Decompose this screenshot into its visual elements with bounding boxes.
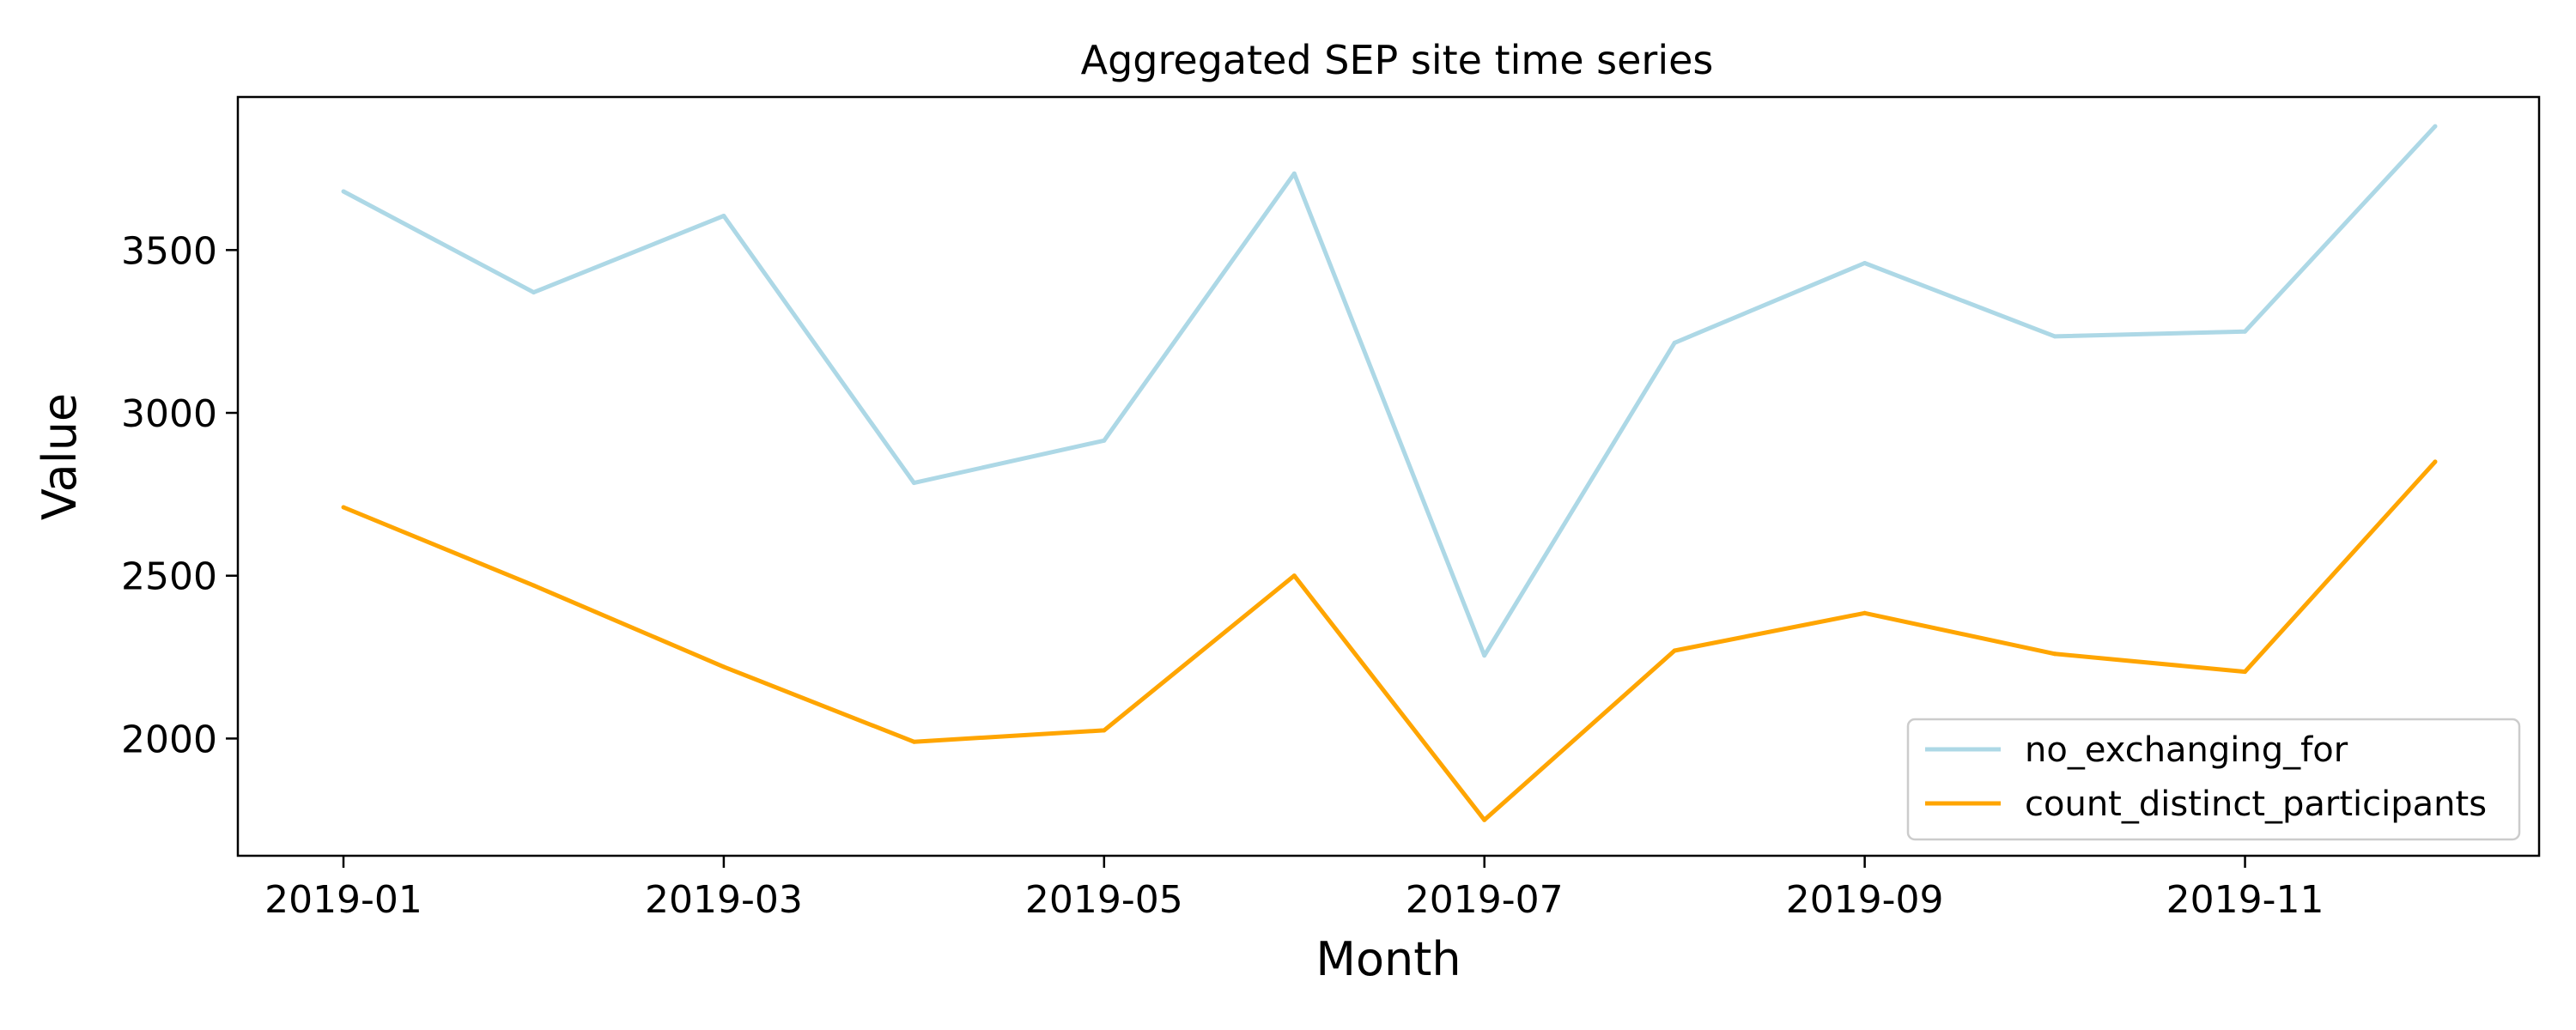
- legend-box: [1906, 718, 2521, 841]
- data-point-count_distinct_participants-2019-08: [1672, 648, 1677, 653]
- data-point-no_exchanging_for-2019-01: [341, 189, 346, 194]
- data-point-count_distinct_participants-2019-04: [911, 739, 916, 744]
- y-tick-label: 2000: [121, 718, 217, 761]
- legend-label-count_distinct_participants: count_distinct_participants: [2025, 785, 2487, 824]
- data-point-count_distinct_participants-2019-01: [341, 505, 346, 510]
- data-point-count_distinct_participants-2019-10: [2052, 651, 2057, 657]
- x-tick-label: 2019-05: [1025, 878, 1183, 922]
- y-tick-label: 3000: [121, 392, 217, 436]
- plot-frame: [236, 95, 2541, 857]
- x-tick-label: 2019-03: [645, 878, 803, 922]
- data-point-count_distinct_participants-2019-11: [2243, 670, 2247, 675]
- x-tick-label: 2019-01: [264, 878, 422, 922]
- data-point-count_distinct_participants-2019-07: [1482, 817, 1487, 822]
- x-tick-label: 2019-11: [2166, 878, 2324, 922]
- chart-title: Aggregated SEP site time series: [1081, 37, 1714, 83]
- y-tick-label: 3500: [121, 229, 217, 273]
- data-point-count_distinct_participants-2019-06: [1291, 573, 1297, 579]
- y-axis-title: Value: [33, 393, 87, 520]
- data-point-no_exchanging_for-2019-10: [2052, 334, 2057, 339]
- data-point-count_distinct_participants-2019-12: [2433, 459, 2438, 464]
- legend: no_exchanging_for count_distinct_particip…: [1906, 718, 2521, 841]
- data-point-no_exchanging_for-2019-07: [1482, 653, 1487, 658]
- x-axis-title: Month: [1315, 932, 1461, 986]
- data-point-no_exchanging_for-2019-12: [2433, 124, 2438, 129]
- data-point-no_exchanging_for-2019-02: [532, 290, 536, 295]
- plot-area: [341, 124, 2438, 822]
- data-point-no_exchanging_for-2019-11: [2243, 329, 2247, 334]
- x-axis: 2019-01 2019-03 2019-05 2019-07 2019-09 2019-…: [264, 856, 2324, 922]
- data-point-no_exchanging_for-2019-06: [1291, 171, 1297, 176]
- y-axis: 2000 2500 3000 3500: [121, 229, 238, 761]
- data-point-no_exchanging_for-2019-08: [1672, 340, 1677, 345]
- x-tick-label: 2019-09: [1786, 878, 1944, 922]
- series-line-count_distinct_participants: [343, 460, 2437, 822]
- data-point-count_distinct_participants-2019-09: [1862, 610, 1868, 615]
- data-point-count_distinct_participants-2019-05: [1102, 728, 1107, 733]
- series-line-no_exchanging_for: [342, 124, 2437, 658]
- data-point-count_distinct_participants-2019-02: [532, 583, 536, 588]
- data-point-no_exchanging_for-2019-05: [1102, 438, 1107, 443]
- data-point-no_exchanging_for-2019-04: [911, 481, 916, 486]
- y-tick-label: 2500: [121, 555, 217, 599]
- x-tick-label: 2019-07: [1406, 878, 1564, 922]
- data-point-no_exchanging_for-2019-09: [1862, 261, 1868, 265]
- data-point-count_distinct_participants-2019-03: [721, 664, 726, 670]
- data-point-no_exchanging_for-2019-03: [721, 214, 726, 218]
- legend-label-no_exchanging_for: no_exchanging_for: [2025, 730, 2348, 770]
